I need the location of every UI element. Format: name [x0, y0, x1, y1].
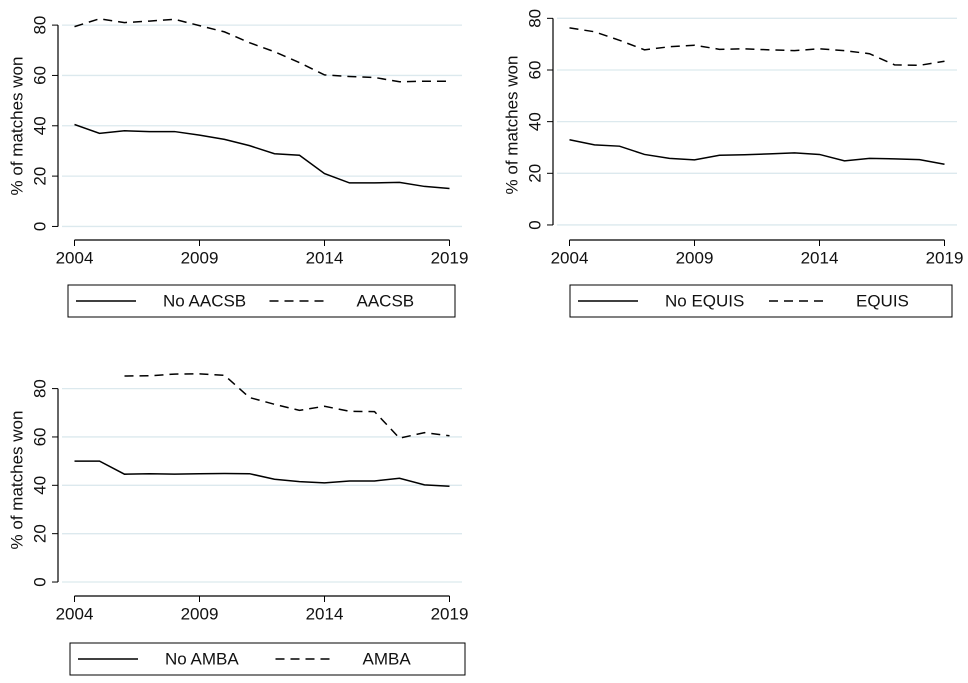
- y-tick-label: 20: [525, 164, 544, 183]
- legend-label: No AACSB: [163, 291, 246, 310]
- legend-label: AACSB: [357, 291, 415, 310]
- x-tick-label: 2014: [801, 248, 839, 267]
- x-tick-label: 2004: [56, 248, 94, 267]
- y-axis-label: % of matches won: [7, 411, 26, 550]
- legend-label: EQUIS: [856, 291, 909, 310]
- x-tick-label: 2009: [676, 248, 714, 267]
- y-tick-label: 0: [525, 220, 544, 229]
- x-tick-label: 2014: [306, 248, 344, 267]
- y-tick-label: 40: [30, 116, 49, 135]
- series-line: [569, 27, 945, 67]
- series-line: [124, 373, 450, 439]
- series-line: [569, 138, 945, 166]
- series-line: [74, 18, 450, 83]
- legend-label: AMBA: [363, 649, 412, 668]
- x-tick-label: 2019: [431, 248, 469, 267]
- y-tick-label: 40: [30, 476, 49, 495]
- x-tick-label: 2004: [551, 248, 589, 267]
- y-tick-label: 80: [30, 16, 49, 35]
- y-tick-label: 60: [30, 66, 49, 85]
- y-tick-label: 60: [30, 427, 49, 446]
- series-line: [74, 123, 450, 190]
- y-tick-label: 60: [525, 61, 544, 80]
- y-tick-label: 0: [30, 222, 49, 231]
- y-axis-label: % of matches won: [7, 57, 26, 196]
- x-tick-label: 2009: [181, 604, 219, 623]
- x-tick-label: 2019: [926, 248, 964, 267]
- x-tick-label: 2009: [181, 248, 219, 267]
- y-tick-label: 0: [30, 577, 49, 586]
- series-line: [74, 460, 450, 488]
- y-tick-label: 40: [525, 112, 544, 131]
- y-tick-label: 80: [30, 379, 49, 398]
- legend-label: No EQUIS: [665, 291, 744, 310]
- y-axis-label: % of matches won: [502, 56, 521, 195]
- x-tick-label: 2004: [56, 604, 94, 623]
- legend-label: No AMBA: [165, 649, 239, 668]
- y-tick-label: 20: [30, 167, 49, 186]
- y-tick-label: 20: [30, 524, 49, 543]
- x-tick-label: 2014: [306, 604, 344, 623]
- y-tick-label: 80: [525, 9, 544, 28]
- x-tick-label: 2019: [431, 604, 469, 623]
